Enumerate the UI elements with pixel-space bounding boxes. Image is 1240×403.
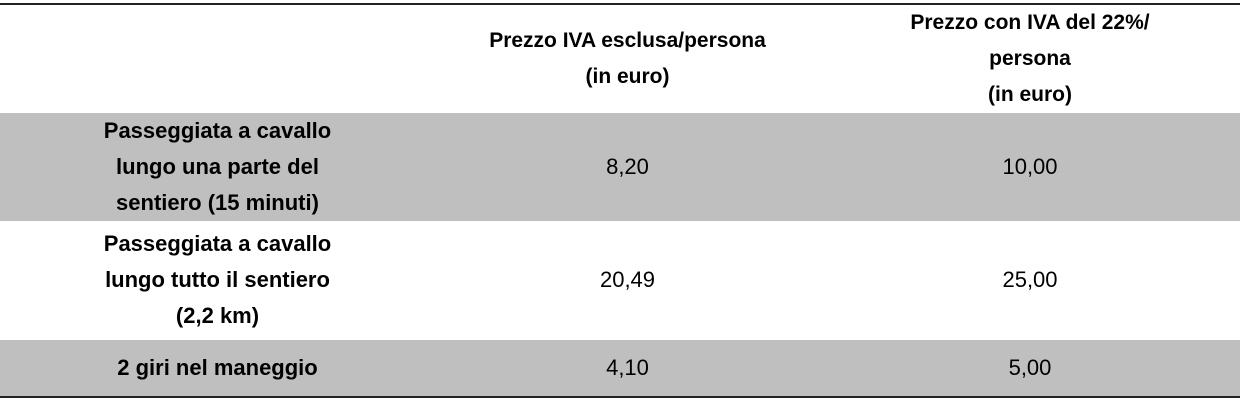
cell: 10,00: [820, 113, 1240, 221]
cell: 8,20: [435, 113, 820, 221]
text-line: lungo tutto il sentiero: [105, 266, 330, 292]
row-label: Passeggiata a cavallo lungo tutto il sent…: [0, 221, 435, 339]
header-row: Prezzo IVA esclusa/persona (in euro) Prez…: [0, 4, 1240, 113]
row-label: Passeggiata a cavallo lungo una parte del…: [0, 113, 435, 221]
header-cell: [0, 4, 435, 113]
row: Passeggiata a cavallo lungo una parte del…: [0, 113, 1240, 221]
header-cell: Prezzo con IVA del 22%/ persona (in euro): [820, 4, 1240, 113]
text-line: sentiero (15 minuti): [116, 190, 319, 215]
row: Passeggiata a cavallo lungo tutto il sent…: [0, 221, 1240, 339]
text-line: persona: [989, 47, 1071, 70]
cell: 25,00: [1002, 266, 1058, 292]
text-line: Passeggiata a cavallo: [103, 118, 332, 143]
text-line: Passeggiata a cavallo: [103, 230, 332, 256]
text-line: (in euro): [988, 83, 1072, 106]
header-cell: Prezzo IVA esclusa/persona (in euro): [435, 4, 820, 113]
price-table: Prezzo IVA esclusa/persona (in euro) Prez…: [0, 3, 1240, 398]
text-line: (2,2 km): [175, 302, 260, 328]
text-line: Prezzo IVA esclusa/persona: [489, 29, 766, 52]
text-line: (in euro): [585, 65, 670, 88]
text-line: 2 giri nel maneggio: [117, 355, 318, 380]
cell: 4,10: [435, 339, 820, 397]
row: 2 giri nel maneggio 4,10 5,00: [0, 339, 1240, 397]
text-line: lungo una parte del: [116, 154, 319, 179]
row-label: 2 giri nel maneggio: [0, 339, 435, 397]
cell: 5,00: [820, 339, 1240, 397]
text-line: Prezzo con IVA del 22%/: [910, 11, 1150, 34]
cell: 20,49: [599, 266, 656, 292]
